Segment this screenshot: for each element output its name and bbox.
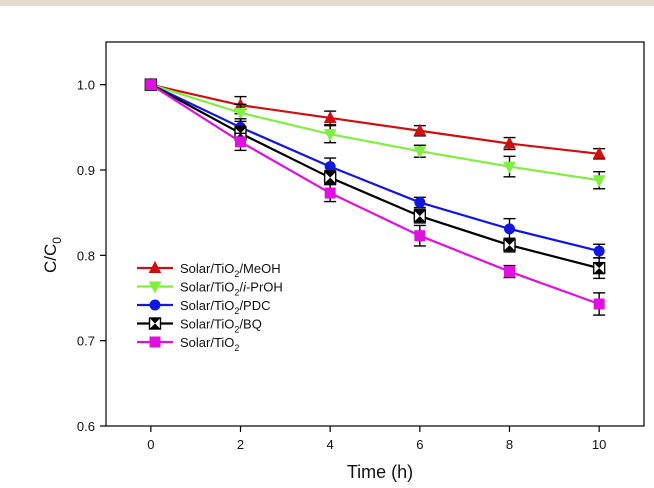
x-axis-label: Time (h) <box>347 462 413 482</box>
legend-entry-4: Solar/TiO2 <box>137 335 239 353</box>
legend-label: Solar/TiO2/i-PrOH <box>180 280 283 298</box>
series-line <box>150 83 600 155</box>
series-line <box>150 83 600 306</box>
y-axis-label-main: C/C <box>41 244 60 273</box>
legend-entry-1: Solar/TiO2/i-PrOH <box>137 280 283 298</box>
top-divider-bar <box>0 0 654 6</box>
series-line <box>150 83 600 253</box>
data-point <box>414 196 426 208</box>
y-tick-label: 0.6 <box>77 419 95 434</box>
data-point <box>593 245 605 257</box>
x-tick-label: 4 <box>327 437 334 452</box>
data-point <box>234 107 247 120</box>
data-point <box>413 209 427 223</box>
y-tick-label: 0.9 <box>77 163 95 178</box>
x-tick-label: 8 <box>506 437 513 452</box>
data-point <box>592 261 606 275</box>
legend-marker <box>148 281 162 294</box>
series-line <box>150 83 600 270</box>
legend-entry-3: Solar/TiO2/BQ <box>137 317 262 335</box>
axis-ticks: 0 2 4 6 8 10 0.6 0.7 0.8 0.9 1.0 <box>77 78 606 452</box>
data-point <box>592 175 606 188</box>
data-point <box>323 110 337 123</box>
legend-marker <box>148 260 162 273</box>
legend-label: Solar/TiO2/MeOH <box>180 261 281 279</box>
chart-legend: Solar/TiO2/MeOHSolar/TiO2/i-PrOHSolar/Ti… <box>137 260 283 353</box>
y-tick-label: 0.8 <box>77 248 95 263</box>
series-2 <box>145 79 606 259</box>
y-axis-label: C/C0 <box>41 237 64 273</box>
plot-frame <box>105 41 645 427</box>
data-point <box>324 161 336 173</box>
y-axis-label-subscript: 0 <box>50 237 64 244</box>
data-point <box>504 266 515 278</box>
chart-series <box>144 77 606 316</box>
series-line <box>150 83 600 182</box>
plot-axes <box>105 41 645 427</box>
legend-marker <box>148 317 162 330</box>
legend-label: Solar/TiO2 <box>180 335 239 353</box>
x-tick-label: 10 <box>592 437 606 452</box>
legend-entry-2: Solar/TiO2/PDC <box>137 298 271 316</box>
legend-label: Solar/TiO2/BQ <box>180 317 262 335</box>
x-tick-label: 2 <box>237 437 244 452</box>
data-point <box>503 136 516 149</box>
data-point <box>593 298 605 310</box>
series-1 <box>144 79 606 190</box>
data-point <box>323 171 337 184</box>
data-point <box>413 146 427 159</box>
legend-entry-0: Solar/TiO2/MeOH <box>137 260 281 279</box>
data-point <box>503 161 516 174</box>
series-3 <box>144 78 606 280</box>
data-point <box>592 146 606 159</box>
data-point <box>413 123 427 136</box>
data-point <box>145 79 157 91</box>
data-point <box>504 223 515 235</box>
data-point <box>503 238 516 252</box>
y-tick-label: 1.0 <box>77 78 95 93</box>
data-point <box>235 136 246 148</box>
x-tick-label: 0 <box>147 437 154 452</box>
legend-marker <box>149 336 161 348</box>
data-point <box>414 230 426 242</box>
data-point <box>323 129 337 142</box>
legend-label: Solar/TiO2/PDC <box>180 298 271 316</box>
y-tick-label: 0.7 <box>77 334 95 349</box>
x-tick-label: 6 <box>416 437 423 452</box>
data-point <box>324 187 336 199</box>
series-4 <box>145 79 606 316</box>
legend-marker <box>149 299 161 311</box>
